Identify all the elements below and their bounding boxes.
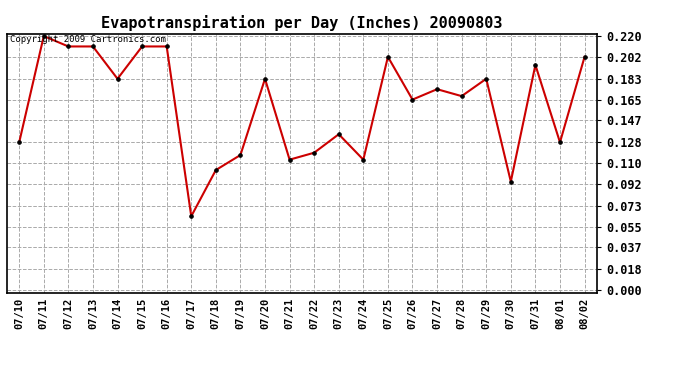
Title: Evapotranspiration per Day (Inches) 20090803: Evapotranspiration per Day (Inches) 2009… (101, 15, 502, 31)
Text: Copyright 2009 Cartronics.com: Copyright 2009 Cartronics.com (10, 35, 166, 44)
